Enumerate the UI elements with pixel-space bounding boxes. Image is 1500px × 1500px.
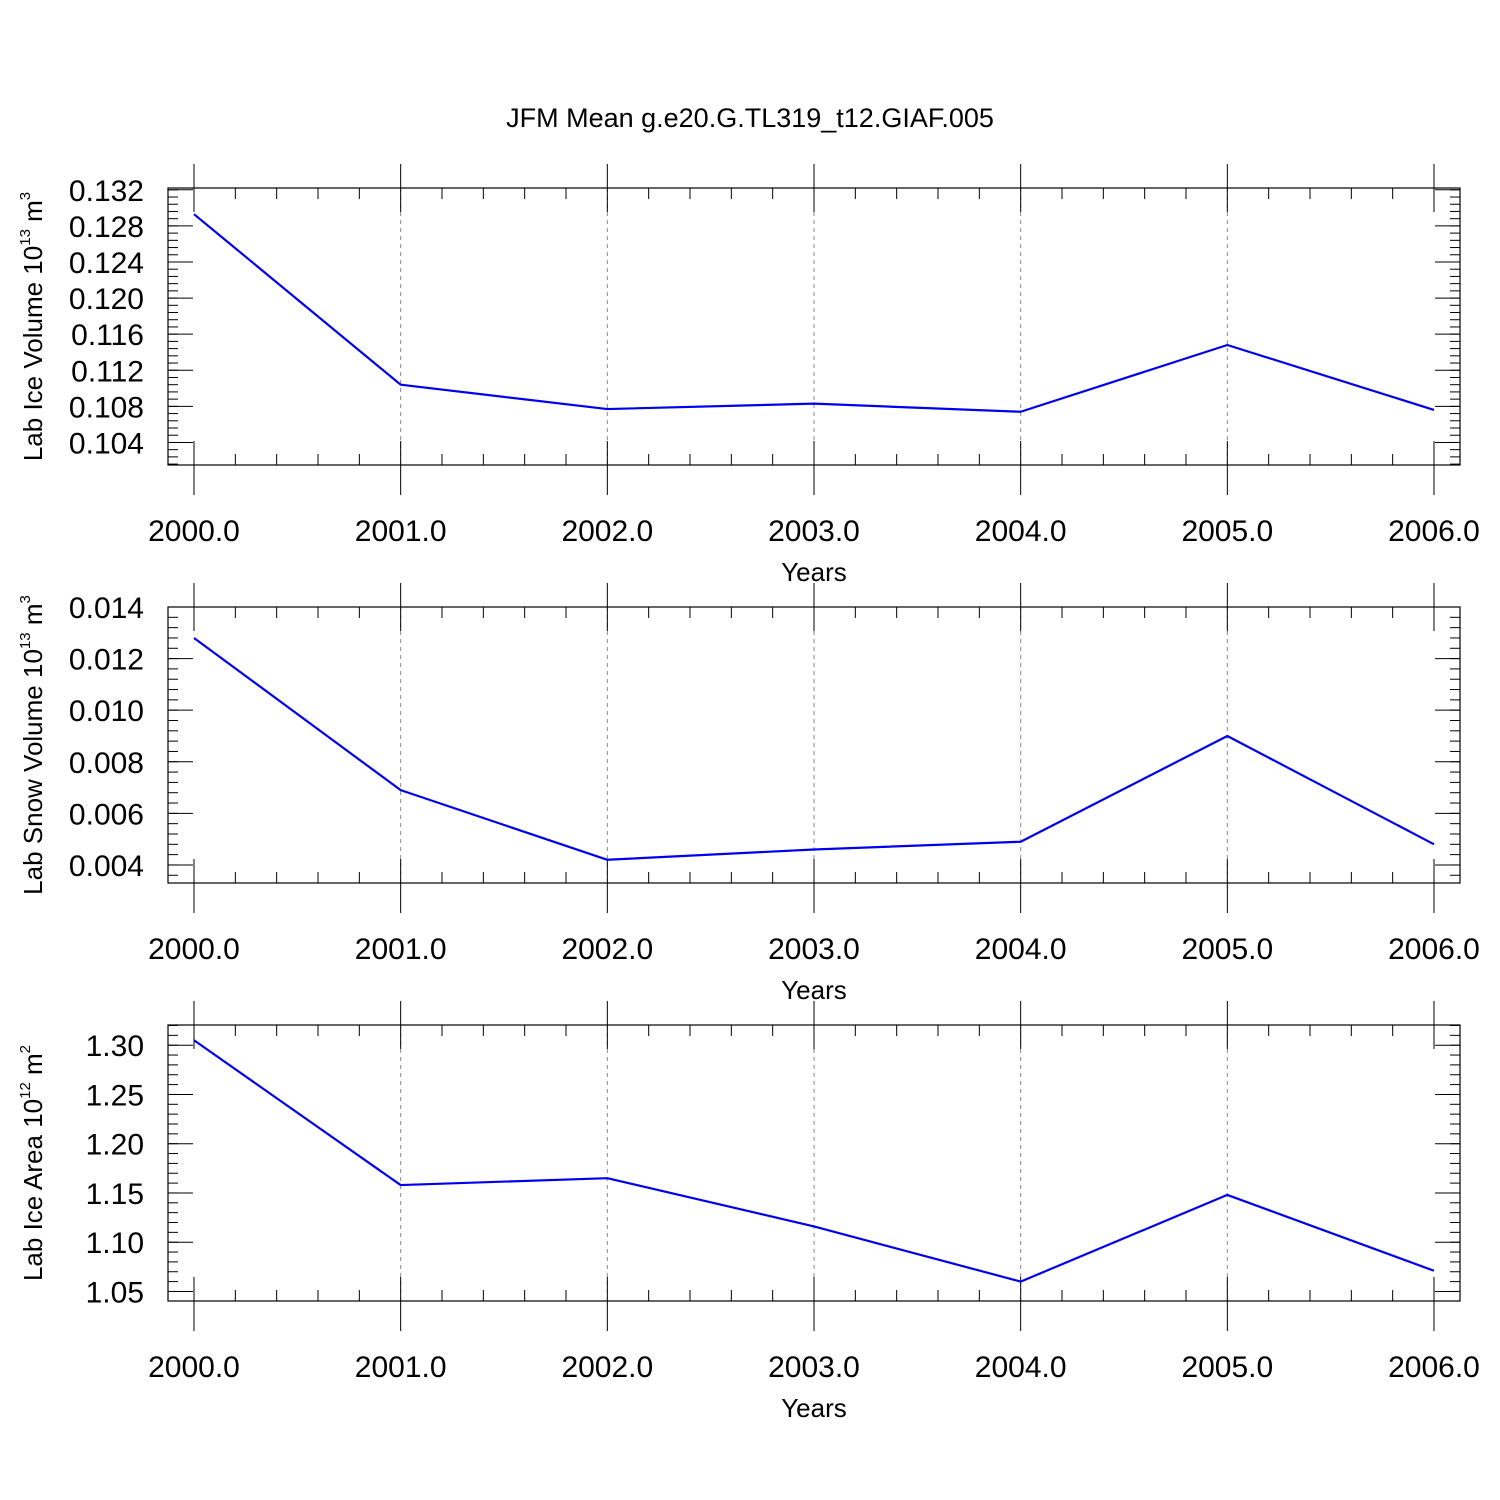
x-tick-label: 2000.0 [148, 933, 240, 966]
y-tick-label: 0.014 [69, 592, 144, 625]
x-tick-label: 2004.0 [975, 1351, 1067, 1384]
y-tick-label: 0.004 [69, 850, 144, 883]
x-tick-label: 2006.0 [1388, 515, 1480, 548]
x-tick-label: 2003.0 [768, 1351, 860, 1384]
series-line [193, 637, 1435, 861]
y-tick-label: 0.120 [69, 283, 144, 316]
panel-2: 0.004 0.006 0.008 0.010 0.012 0.014 2000.0 2001… [17, 583, 1480, 1005]
x-tick-label: 2000.0 [148, 1351, 240, 1384]
y-tick-label: 0.128 [69, 211, 144, 244]
panel-3: 1.05 1.10 1.15 1.20 1.25 1.30 2000.0 2001.0 2002… [17, 1001, 1480, 1423]
panel-1: 0.1040.1080.1120.1160.1200.1240.1280.132… [17, 164, 1480, 587]
x-tick-label: 2001.0 [355, 1351, 447, 1384]
y-tick-label: 0.124 [69, 247, 144, 280]
y-tick-label: 1.20 [86, 1129, 144, 1162]
x-tick-label: 2001.0 [355, 933, 447, 966]
x-tick-label: 2006.0 [1388, 933, 1480, 966]
x-axis-title: Years [781, 557, 847, 587]
x-tick-label: 2003.0 [768, 933, 860, 966]
y-tick-label: 1.25 [86, 1079, 144, 1112]
x-axis-title: Years [781, 1393, 847, 1423]
y-tick-label: 0.112 [71, 355, 144, 388]
x-tick-label: 2005.0 [1181, 1351, 1273, 1384]
y-tick-label: 0.104 [69, 427, 144, 460]
x-tick-label: 2000.0 [148, 515, 240, 548]
series-line [193, 1039, 1435, 1283]
x-tick-label: 2004.0 [975, 933, 1067, 966]
y-tick-label: 0.010 [69, 695, 144, 728]
y-tick-label: 0.116 [71, 319, 144, 352]
y-axis-title: Lab Ice Volume 1013 m3 [17, 192, 48, 461]
series-line [193, 213, 1435, 413]
main-title: JFM Mean g.e20.G.TL319_t12.GIAF.005 [506, 103, 994, 133]
x-tick-label: 2002.0 [561, 1351, 653, 1384]
x-axis-title: Years [781, 975, 847, 1005]
x-tick-label: 2006.0 [1388, 1351, 1480, 1384]
x-tick-label: 2003.0 [768, 515, 860, 548]
y-tick-label: 1.30 [86, 1030, 144, 1063]
x-tick-label: 2002.0 [561, 933, 653, 966]
y-tick-label: 1.15 [86, 1178, 144, 1211]
y-tick-label: 0.006 [69, 798, 144, 831]
x-tick-label: 2004.0 [975, 515, 1067, 548]
y-tick-label: 1.05 [86, 1276, 144, 1309]
y-tick-label: 0.132 [69, 175, 144, 208]
y-axis-title: Lab Ice Area 1012 m2 [17, 1045, 48, 1281]
y-tick-label: 0.108 [69, 391, 144, 424]
x-tick-label: 2005.0 [1181, 933, 1273, 966]
y-tick-label: 0.008 [69, 747, 144, 780]
x-tick-label: 2005.0 [1181, 515, 1273, 548]
x-tick-label: 2002.0 [561, 515, 653, 548]
y-axis-title: Lab Snow Volume 1013 m3 [17, 595, 48, 895]
x-tick-label: 2001.0 [355, 515, 447, 548]
y-tick-label: 1.10 [86, 1227, 144, 1260]
panels: 0.1040.1080.1120.1160.1200.1240.1280.132… [17, 164, 1480, 1423]
y-tick-label: 0.012 [69, 644, 144, 677]
